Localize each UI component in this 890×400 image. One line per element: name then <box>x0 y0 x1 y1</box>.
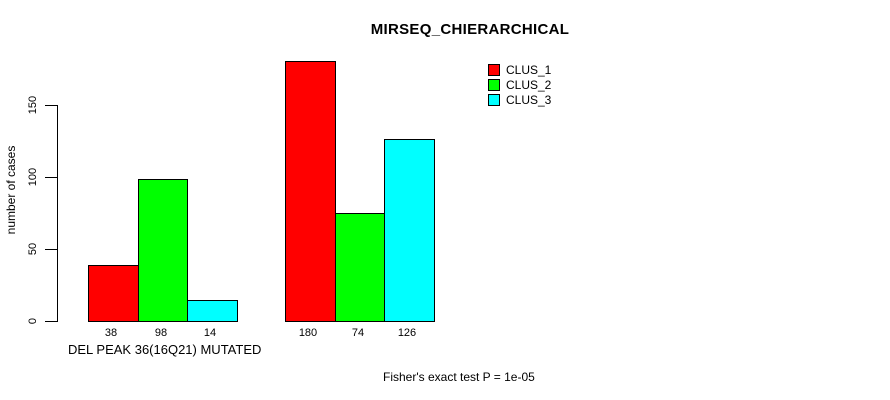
bar-clus_3-group2 <box>384 139 435 322</box>
bar-clus_1-group1 <box>88 265 139 322</box>
y-axis-tick <box>45 105 57 106</box>
y-axis-tick-label: 50 <box>27 242 39 256</box>
bar-value-label: 14 <box>203 327 217 339</box>
legend-label-clus_1: CLUS_1 <box>506 63 552 77</box>
legend-label-clus_2: CLUS_2 <box>506 78 552 92</box>
y-axis-tick <box>45 321 57 322</box>
legend-swatch-clus_3 <box>488 94 500 106</box>
chart-title: MIRSEQ_CHIERARCHICAL <box>370 21 570 38</box>
bar-value-label: 38 <box>104 327 118 339</box>
bar-value-label: 74 <box>351 327 365 339</box>
bar-value-label: 180 <box>298 327 318 339</box>
y-axis-tick-label: 100 <box>27 167 39 187</box>
fisher-test-annotation: Fisher's exact test P = 1e-05 <box>383 370 535 384</box>
y-axis-tick-label: 150 <box>27 95 39 115</box>
legend-label-clus_3: CLUS_3 <box>506 93 552 107</box>
legend-swatch-clus_1 <box>488 64 500 76</box>
x-axis-label: DEL PEAK 36(16Q21) MUTATED <box>68 342 262 357</box>
y-axis-line <box>57 105 58 322</box>
bar-value-label: 126 <box>397 327 417 339</box>
bar-value-label: 98 <box>154 327 168 339</box>
y-axis-tick-label: 0 <box>27 317 39 325</box>
y-axis-tick <box>45 177 57 178</box>
legend-swatch-clus_2 <box>488 79 500 91</box>
bar-clus_3-group1 <box>187 300 238 322</box>
y-axis-tick <box>45 249 57 250</box>
bar-clus_2-group1 <box>138 179 188 322</box>
bar-clus_1-group2 <box>285 61 336 322</box>
bar-clus_2-group2 <box>335 213 385 322</box>
